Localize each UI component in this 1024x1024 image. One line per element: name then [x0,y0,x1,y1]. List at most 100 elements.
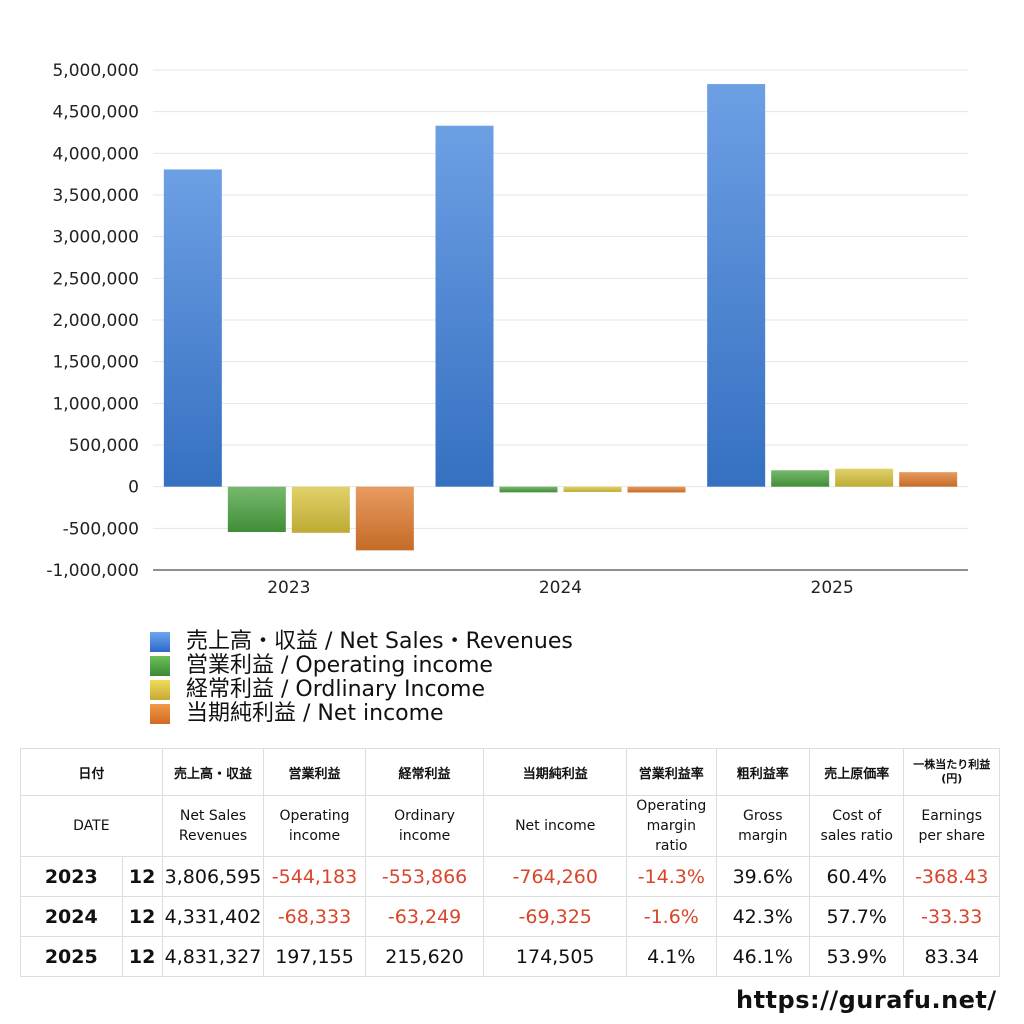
legend-item-operating-income: 営業利益 / Operating income [150,654,573,678]
cell-month: 12 [121,896,163,937]
cell-eps: -33.33 [903,896,1000,937]
header-line: income [288,828,341,844]
legend-swatch [150,680,170,700]
header-ordinary-income-ja: 経常利益 [364,748,485,796]
header-line: Earnings [921,808,983,824]
legend-label: 売上高・収益 / Net Sales・Revenues [186,629,573,654]
bar [227,486,286,533]
bar [627,486,686,493]
header-operating-income-en: Operating income [263,795,366,857]
header-line: Ordinary [394,808,455,824]
legend-item-ordinary-income: 経常利益 / Ordlinary Income [150,678,573,702]
cell-year: 2024 [20,896,123,937]
header-line: Operating [636,798,707,814]
cell-year: 2025 [20,936,123,977]
table-row: 2025 12 4,831,327 197,155 215,620 174,50… [20,936,1000,977]
cell-cost-of-sales-ratio: 57.7% [808,896,905,937]
legend-label: 経常利益 / Ordlinary Income [186,677,485,702]
cell-operating-margin: -1.6% [626,896,717,937]
bar [707,84,766,487]
header-eps-en: Earnings per share [903,795,1000,857]
legend-label: 営業利益 / Operating income [186,653,493,678]
legend-swatch [150,704,170,724]
header-ordinary-income-en: Ordinary income [364,795,485,857]
header-line: Net Sales [179,808,247,824]
cell-year: 2023 [20,856,123,897]
header-net-sales-ja: 売上高・収益 [161,748,265,796]
cell-gross-margin: 39.6% [715,856,811,897]
cell-eps: -368.43 [903,856,1000,897]
legend-item-net-income: 当期純利益 / Net income [150,702,573,726]
y-tick-label: 3,000,000 [52,228,139,248]
header-cost-ratio-en: Cost of sales ratio [808,795,905,857]
table-row: 2024 12 4,331,402 -68,333 -63,249 -69,32… [20,896,1000,937]
header-line: DATE [73,818,110,834]
legend-label: 当期純利益 / Net income [186,701,444,726]
site-credit: https://gurafu.net/ [736,986,997,1014]
chart-legend: 売上高・収益 / Net Sales・Revenues 営業利益 / Opera… [150,630,573,726]
header-cost-ratio-ja: 売上原価率 [808,748,905,796]
header-line: Net income [515,818,596,834]
header-line: margin [738,828,788,844]
cell-net-income: -764,260 [483,856,628,897]
bar-chart: 5,000,000 4,500,000 4,000,000 3,500,000 3,00… [46,61,968,598]
y-tick-label: 2,500,000 [52,269,139,289]
bar [163,169,222,487]
legend-swatch [150,656,170,676]
cell-net-sales: 4,831,327 [161,936,265,977]
header-net-income-ja: 当期純利益 [483,748,628,796]
header-line: Gross [743,808,783,824]
header-eps-ja-line: 一株当たり利益 [913,758,991,771]
header-line: per share [918,828,985,844]
bar [563,486,622,492]
bar [291,486,350,533]
bar [355,486,414,551]
header-gross-margin-ja: 粗利益率 [715,748,811,796]
y-tick-label: 5,000,000 [52,61,139,81]
y-tick-label: 4,500,000 [52,103,139,123]
header-line: sales ratio [820,828,893,844]
table-row: 2023 12 3,806,595 -544,183 -553,866 -764… [20,856,1000,897]
header-gross-margin-en: Gross margin [715,795,811,857]
bar [835,468,894,487]
header-eps-ja-unit: (円) [941,772,963,785]
header-line: income [398,828,451,844]
header-line: margin [646,818,696,834]
cell-ordinary-income: -63,249 [364,896,485,937]
cell-operating-income: -68,333 [263,896,366,937]
cell-net-sales: 3,806,595 [161,856,265,897]
y-tick-label: 4,000,000 [52,144,139,164]
cell-ordinary-income: -553,866 [364,856,485,897]
cell-net-sales: 4,331,402 [161,896,265,937]
bar [435,125,494,487]
header-net-income-en: Net income [483,795,628,857]
y-tick-label: 2,000,000 [52,311,139,331]
cell-gross-margin: 42.3% [715,896,811,937]
cell-month: 12 [121,936,163,977]
cell-gross-margin: 46.1% [715,936,811,977]
header-line: Cost of [832,808,882,824]
cell-operating-margin: -14.3% [626,856,717,897]
cell-net-income: 174,505 [483,936,628,977]
cell-cost-of-sales-ratio: 53.9% [808,936,905,977]
header-line: Operating [279,808,350,824]
header-line: ratio [655,838,688,854]
header-line: Revenues [178,828,248,844]
legend-item-net-sales: 売上高・収益 / Net Sales・Revenues [150,630,573,654]
cell-operating-income: 197,155 [263,936,366,977]
cell-operating-margin: 4.1% [626,936,717,977]
legend-swatch [150,632,170,652]
cell-operating-income: -544,183 [263,856,366,897]
cell-eps: 83.34 [903,936,1000,977]
y-tick-label: 1,000,000 [52,394,139,414]
table-header-en: DATE Net Sales Revenues Operating income O… [20,795,1000,857]
table-header-ja: 日付 売上高・収益 営業利益 経常利益 当期純利益 営業利益率 粗利益率 売上原… [20,748,1000,796]
y-tick-label: -500,000 [63,519,139,539]
header-operating-margin-ja: 営業利益率 [626,748,717,796]
header-operating-income-ja: 営業利益 [263,748,366,796]
x-tick-label: 2025 [811,578,854,598]
header-date-ja: 日付 [20,748,163,796]
y-tick-label: 1,500,000 [52,353,139,373]
cell-month: 12 [121,856,163,897]
y-tick-label: -1,000,000 [46,561,139,581]
